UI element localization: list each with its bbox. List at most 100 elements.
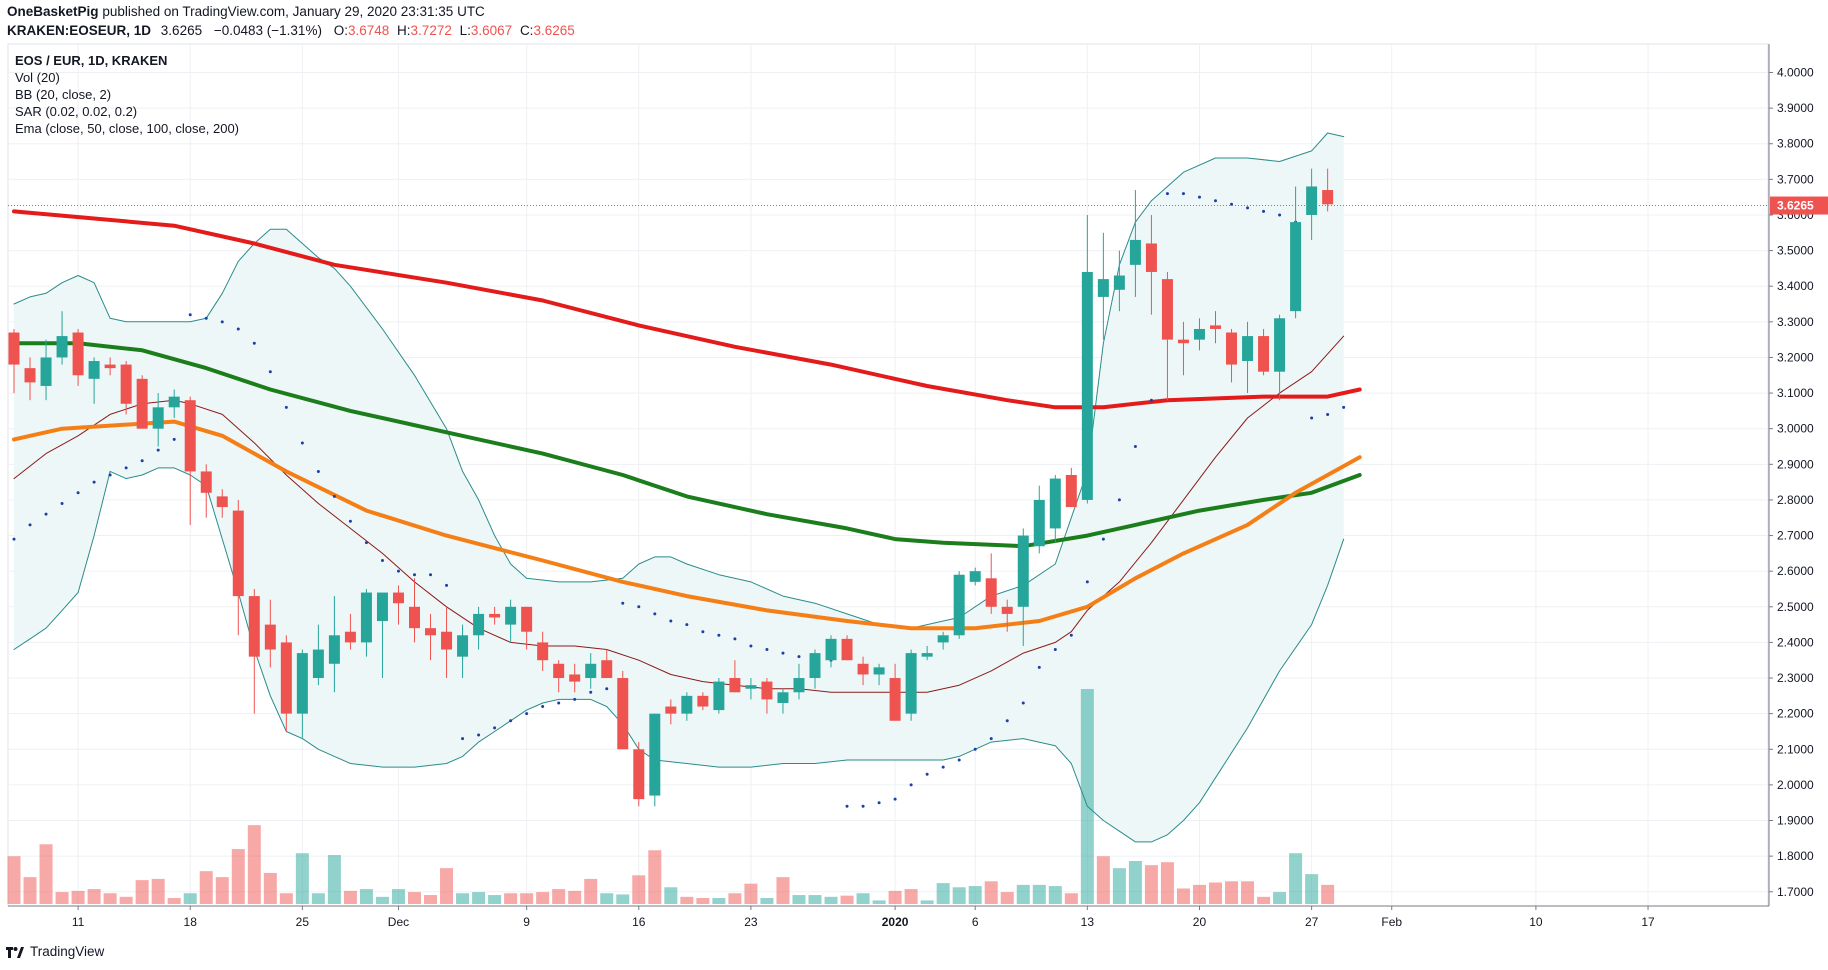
volume-bar	[167, 898, 181, 904]
candle-body	[120, 364, 132, 404]
candle-body	[1033, 499, 1045, 547]
volume-bar	[488, 895, 502, 904]
sar-dot	[1197, 195, 1201, 199]
candle-body	[681, 695, 693, 714]
y-tick-label: 1.8000	[1777, 849, 1814, 863]
candle-body	[633, 749, 645, 800]
close-value: 3.6265	[533, 23, 575, 38]
close-label: C:	[519, 23, 534, 38]
legend-title: EOS / EUR, 1D, KRAKEN	[15, 53, 168, 68]
candle-body	[232, 510, 244, 597]
candle-body	[360, 592, 372, 643]
y-tick-label: 2.4000	[1777, 635, 1814, 649]
candle-body	[1097, 279, 1109, 297]
volume-bar	[792, 895, 806, 904]
volume-bar	[984, 881, 998, 904]
volume-bar	[1096, 856, 1110, 904]
sar-dot	[1053, 648, 1057, 652]
x-tick-label: 13	[1081, 915, 1095, 929]
sar-dot	[1262, 209, 1266, 213]
y-tick-label: 2.7000	[1777, 529, 1814, 543]
ohlc-line: KRAKEN:EOSEUR, 1D 3.6265 −0.0483 (−1.31%…	[7, 21, 579, 40]
x-tick-label: 27	[1305, 915, 1319, 929]
open-value: 3.6748	[347, 23, 390, 38]
volume-bar	[1000, 892, 1014, 904]
candle-body	[24, 368, 36, 383]
candle-body	[1001, 606, 1013, 614]
candle-body	[344, 631, 356, 643]
x-tick-label: 18	[184, 915, 198, 929]
volume-bar	[632, 875, 646, 904]
x-tick-label: 10	[1529, 915, 1543, 929]
x-tick-label: 9	[523, 915, 530, 929]
legend-ema[interactable]: Ema (close, 50, close, 100, close, 200)	[15, 121, 240, 136]
sar-dot	[845, 804, 849, 808]
candle-body	[1049, 478, 1061, 529]
volume-bar	[1064, 893, 1078, 904]
candle-body	[40, 357, 52, 386]
volume-bar	[1112, 868, 1126, 904]
volume-bar	[568, 890, 582, 904]
volume-bar	[872, 900, 886, 904]
volume-bar	[1128, 861, 1142, 904]
candle-body	[473, 613, 485, 636]
candle-body	[1129, 239, 1141, 265]
sar-dot	[156, 448, 160, 452]
y-tick-label: 3.9000	[1777, 101, 1814, 115]
author-name[interactable]: OneBasketPig	[7, 4, 99, 19]
sar-dot	[525, 712, 529, 716]
candle-body	[1290, 222, 1302, 312]
volume-bar	[183, 893, 197, 904]
candle-body	[312, 649, 324, 679]
sar-dot	[989, 737, 993, 741]
y-tick-label: 3.0000	[1777, 422, 1814, 436]
x-tick-label: Dec	[388, 915, 409, 929]
candle-body	[1161, 279, 1173, 340]
volume-bar	[71, 890, 85, 904]
candle-body	[985, 578, 997, 607]
volume-bar	[648, 850, 662, 904]
volume-bar	[359, 889, 373, 904]
publish-line: OneBasketPig published on TradingView.co…	[7, 2, 579, 21]
sar-dot	[12, 537, 16, 541]
volume-bar	[536, 892, 550, 904]
price-change: −0.0483 (−1.31%)	[213, 23, 322, 38]
volume-bar	[952, 887, 966, 904]
price-chart[interactable]: 4.00003.90003.80003.70003.60003.50003.40…	[0, 0, 1828, 940]
candle-body	[8, 332, 20, 365]
sar-dot	[941, 765, 945, 769]
legend-sar[interactable]: SAR (0.02, 0.02, 0.2)	[15, 104, 138, 119]
sar-dot	[909, 783, 913, 787]
y-tick-label: 3.7000	[1777, 172, 1814, 186]
volume-bar	[600, 893, 614, 904]
sar-dot	[348, 519, 352, 523]
sar-dot	[429, 573, 433, 577]
sar-dot	[1181, 192, 1185, 196]
candle-body	[777, 692, 789, 703]
sar-dot	[685, 623, 689, 627]
candle-body	[376, 592, 388, 622]
y-tick-label: 4.0000	[1777, 65, 1814, 79]
candle-body	[457, 635, 469, 657]
candle-body	[168, 396, 180, 408]
candle-body	[200, 471, 212, 493]
legend-bb[interactable]: BB (20, close, 2)	[15, 87, 112, 102]
y-tick-label: 2.2000	[1777, 707, 1814, 721]
sar-dot	[108, 473, 112, 477]
sar-dot	[204, 316, 208, 320]
legend-vol[interactable]: Vol (20)	[15, 70, 60, 85]
sar-dot	[92, 480, 96, 484]
brand-name[interactable]: TradingView	[30, 944, 105, 959]
sar-dot	[509, 719, 513, 723]
sar-dot	[76, 491, 80, 495]
sar-dot	[1342, 405, 1346, 409]
low-value: 3.6067	[470, 23, 513, 38]
candle-body	[441, 631, 453, 650]
volume-bar	[1176, 888, 1190, 904]
sar-dot	[188, 313, 192, 317]
sar-dot	[172, 437, 176, 441]
volume-bar	[1273, 892, 1287, 904]
volume-bar	[552, 889, 566, 904]
candle-body	[649, 713, 661, 796]
candle-body	[569, 674, 581, 682]
